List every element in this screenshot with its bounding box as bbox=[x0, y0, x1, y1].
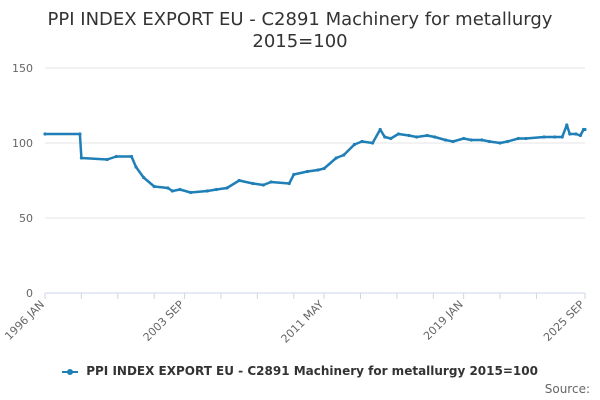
data-point bbox=[166, 186, 170, 190]
data-point bbox=[352, 142, 356, 147]
data-point bbox=[305, 169, 309, 174]
data-point bbox=[506, 139, 510, 144]
data-point bbox=[214, 187, 218, 192]
data-point bbox=[542, 135, 546, 139]
x-tick-label: 2019 JAN bbox=[421, 298, 466, 343]
x-tick-label: 2011 MAY bbox=[279, 298, 327, 346]
data-point bbox=[292, 172, 296, 177]
y-tick-label: 100 bbox=[12, 137, 33, 150]
data-point bbox=[574, 132, 578, 136]
data-point bbox=[287, 181, 291, 186]
data-point bbox=[152, 184, 156, 189]
data-point bbox=[396, 132, 400, 136]
data-point bbox=[371, 141, 375, 145]
data-point bbox=[433, 135, 437, 139]
data-point bbox=[425, 133, 429, 138]
series bbox=[43, 123, 587, 195]
legend-series-label: PPI INDEX EXPORT EU - C2891 Machinery fo… bbox=[86, 364, 538, 378]
data-point bbox=[565, 123, 569, 127]
data-point bbox=[389, 136, 393, 141]
data-point bbox=[443, 138, 447, 142]
axes: 0 50 100 150 1996 JAN 2003 SEP 2011 MAY 2019 JA… bbox=[2, 62, 587, 346]
data-point bbox=[383, 135, 387, 139]
data-point bbox=[342, 153, 346, 157]
data-point bbox=[129, 154, 134, 159]
data-point bbox=[334, 156, 338, 160]
data-point bbox=[487, 139, 491, 144]
y-tick-label: 0 bbox=[26, 287, 33, 300]
data-point bbox=[553, 135, 557, 139]
data-point bbox=[269, 180, 273, 184]
data-point bbox=[251, 181, 255, 186]
data-point bbox=[462, 136, 466, 141]
legend[interactable]: PPI INDEX EXPORT EU - C2891 Machinery fo… bbox=[0, 364, 600, 378]
data-point bbox=[178, 187, 182, 192]
data-point bbox=[469, 138, 473, 142]
data-point bbox=[560, 135, 564, 139]
data-point bbox=[78, 132, 82, 136]
data-point bbox=[524, 136, 528, 141]
data-point bbox=[451, 139, 455, 144]
chart-subtitle: 2015=100 bbox=[252, 31, 348, 52]
data-point bbox=[480, 138, 484, 142]
y-tick-label: 50 bbox=[19, 212, 33, 225]
data-point bbox=[43, 132, 47, 136]
data-point bbox=[79, 156, 83, 160]
data-point bbox=[261, 183, 265, 187]
data-point bbox=[498, 141, 502, 145]
source-label: Source: bbox=[544, 382, 590, 396]
data-point bbox=[205, 189, 209, 193]
data-point bbox=[134, 165, 138, 169]
data-point bbox=[568, 132, 572, 136]
data-point bbox=[189, 190, 193, 195]
chart-title: PPI INDEX EXPORT EU - C2891 Machinery fo… bbox=[47, 9, 553, 30]
data-point bbox=[237, 178, 241, 183]
data-point bbox=[105, 157, 109, 162]
data-point bbox=[516, 136, 520, 141]
data-point bbox=[378, 127, 382, 132]
data-point bbox=[316, 168, 320, 172]
series-line bbox=[45, 123, 585, 194]
data-point bbox=[415, 135, 419, 139]
data-point bbox=[170, 189, 174, 193]
data-point bbox=[142, 175, 146, 180]
data-point bbox=[225, 186, 229, 190]
data-point bbox=[583, 127, 587, 132]
x-tick-label: 2003 SEP bbox=[141, 298, 187, 344]
x-tick-label: 2025 SEP bbox=[541, 298, 587, 344]
legend-series-marker-icon bbox=[62, 367, 79, 377]
data-point bbox=[578, 133, 583, 138]
data-point bbox=[114, 154, 118, 159]
x-tick-label: 1996 JAN bbox=[2, 298, 47, 343]
data-point bbox=[360, 139, 364, 144]
data-point bbox=[322, 166, 326, 171]
data-point bbox=[407, 133, 411, 138]
y-tick-label: 150 bbox=[12, 62, 33, 75]
